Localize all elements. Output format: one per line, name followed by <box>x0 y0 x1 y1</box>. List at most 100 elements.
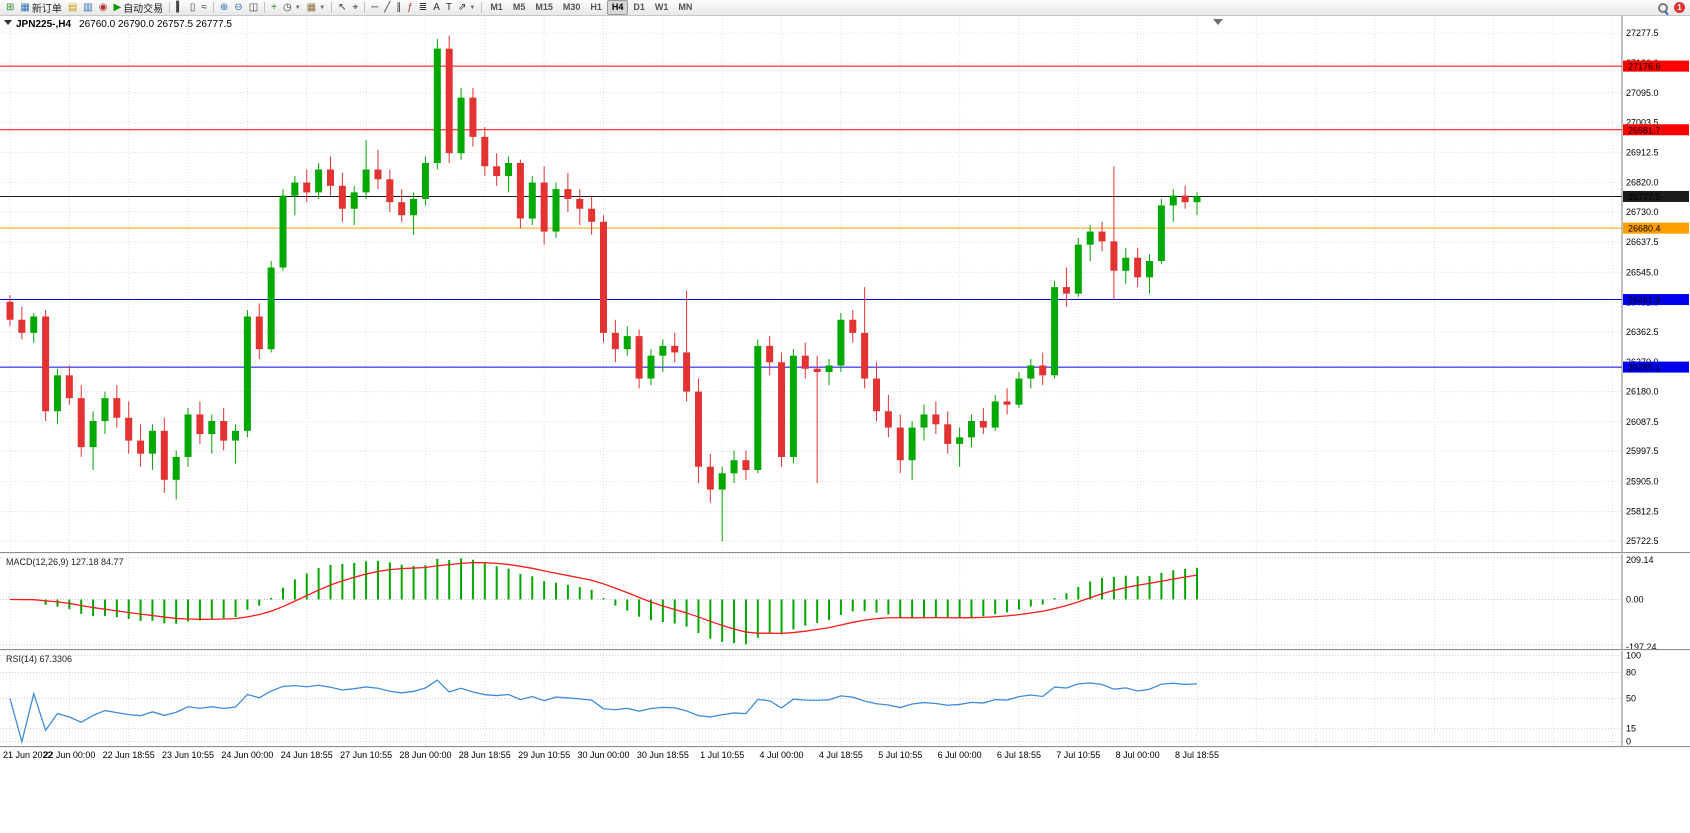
candle-body <box>160 430 168 480</box>
candle-body <box>1181 195 1189 203</box>
periods-icon: ◷ <box>282 1 292 13</box>
arrows-button[interactable]: ⇗ ▼ <box>455 1 478 14</box>
timeframe-h1-button[interactable]: H1 <box>590 2 602 12</box>
line-chart-button[interactable]: ≈ <box>198 1 210 14</box>
equidistant-channel-icon: ∥ <box>396 1 402 13</box>
bar-chart-icon: ▍ <box>176 1 184 13</box>
candle-body <box>956 437 964 444</box>
bar-chart-button[interactable]: ▍ <box>173 1 187 14</box>
price-tick-label: 27095.0 <box>1626 88 1659 98</box>
timeframe-m15-button[interactable]: M15 <box>535 2 553 12</box>
candle-body <box>979 421 987 428</box>
alerts-icon: ◉ <box>98 1 108 13</box>
timeframe-m5-button[interactable]: M5 <box>512 2 526 12</box>
chevron-down-icon: ▼ <box>319 4 326 11</box>
candlestick-chart-button[interactable]: ▯ <box>187 1 199 14</box>
horizontal-line-button[interactable]: ─ <box>368 1 381 14</box>
candle-body <box>718 473 726 490</box>
text-button[interactable]: A <box>430 1 443 14</box>
timeframe-d1-button[interactable]: D1 <box>633 2 645 12</box>
equidistant-channel-button[interactable]: ∥ <box>393 1 404 14</box>
chart-title: JPN225-,H4 26760.0 26790.0 26757.5 26777.… <box>16 19 232 30</box>
price-level-badge <box>1623 124 1689 136</box>
candle-body <box>623 336 631 350</box>
toolbar-separator <box>364 2 366 13</box>
new-order-button[interactable]: ▦ 新订单 <box>17 1 64 16</box>
axis-layer: 27277.527186.027095.027003.526912.526820… <box>0 16 1690 828</box>
notification-badge[interactable]: 1 <box>1674 2 1685 13</box>
timeframe-w1-button[interactable]: W1 <box>654 2 669 12</box>
crosshair-button[interactable]: ⌖ <box>349 1 361 14</box>
candle-body <box>350 192 358 209</box>
candle-body <box>148 430 156 454</box>
candle-body <box>18 319 26 333</box>
price-badge-label: 27176.6 <box>1628 62 1661 72</box>
current-price-badge <box>1623 190 1689 202</box>
timeframe-mn-button[interactable]: MN <box>678 2 693 12</box>
price-level-badge <box>1623 294 1689 306</box>
chart-shift-marker[interactable] <box>1213 19 1223 25</box>
candle-body <box>706 466 714 490</box>
candle-body <box>505 162 513 177</box>
timeframe-m1-button[interactable]: M1 <box>490 2 503 12</box>
text-label-button[interactable]: T <box>443 1 455 14</box>
autotrading-label: 自动交易 <box>123 4 164 15</box>
zoom-in-icon: ⊕ <box>219 1 229 13</box>
candle-body <box>30 316 38 333</box>
candle-body <box>101 398 109 422</box>
candle-body <box>647 355 655 379</box>
price-tick-label: 26087.5 <box>1626 417 1659 427</box>
time-axis-label: 5 Jul 10:55 <box>878 750 922 760</box>
timeframe-h4-button[interactable]: H4 <box>606 0 629 15</box>
candle-body <box>884 411 892 428</box>
candle-body <box>374 169 382 180</box>
candle-body <box>315 169 323 193</box>
trendline-button[interactable]: ╱ <box>381 1 393 14</box>
chart-symbol-period: JPN225-,H4 <box>16 19 71 30</box>
candle-body <box>255 316 263 350</box>
zoom-out-icon: ⊖ <box>234 1 243 13</box>
profiles-icon: ▤ <box>67 1 78 13</box>
candle-body <box>1074 244 1082 294</box>
fibonacci-icon: ƒ <box>407 1 413 13</box>
candle-body <box>873 378 881 412</box>
rsi-line <box>9 679 1198 745</box>
cycle-lines-button[interactable]: ≣ <box>416 1 430 14</box>
fibonacci-button[interactable]: ƒ <box>404 1 416 14</box>
chart-canvas[interactable]: 27277.527186.027095.027003.526912.526820… <box>0 16 1690 828</box>
print-button[interactable]: ▥ <box>80 1 95 14</box>
alerts-button[interactable]: ◉ <box>96 1 111 14</box>
new-chart-button[interactable]: ⊞ <box>3 1 17 14</box>
chevron-down-icon: ▼ <box>469 4 476 11</box>
candle-body <box>659 345 667 356</box>
profiles-button[interactable]: ▤ <box>65 1 80 14</box>
price-tick-label: 26912.5 <box>1626 147 1659 157</box>
time-axis-label: 27 Jun 10:55 <box>340 750 392 760</box>
candle-body <box>825 365 833 373</box>
indicators-button[interactable]: + <box>268 1 280 14</box>
templates-button[interactable]: ▦ ▼ <box>304 1 328 14</box>
candle-body <box>410 198 418 216</box>
candle-body <box>469 97 477 137</box>
candle-body <box>671 345 679 353</box>
candle-body <box>1110 241 1118 271</box>
new-order-icon: ▦ <box>20 1 30 13</box>
search-icon[interactable] <box>1657 2 1669 14</box>
rsi-label: RSI(14) 67.3306 <box>6 654 72 664</box>
autotrading-button[interactable]: ▶ 自动交易 <box>110 1 166 16</box>
candle-body <box>113 398 121 418</box>
price-tick-label: 26730.0 <box>1626 207 1659 217</box>
zoom-out-button[interactable]: ⊖ <box>231 1 245 14</box>
chart-ohlc-values: 26760.0 26790.0 26757.5 26777.5 <box>79 19 232 30</box>
candle-body <box>1086 231 1094 245</box>
periods-button[interactable]: ◷ ▼ <box>280 1 304 14</box>
price-badge-label: 26680.4 <box>1628 224 1661 234</box>
cursor-button[interactable]: ↖ <box>335 1 349 14</box>
one-click-trading-toggle[interactable] <box>4 20 12 25</box>
tile-windows-button[interactable]: ◫ <box>246 1 261 14</box>
candle-body <box>920 414 928 428</box>
candle-body <box>849 319 857 333</box>
timeframe-m30-button[interactable]: M30 <box>562 2 581 12</box>
rsi-tick-label: 15 <box>1626 724 1636 734</box>
zoom-in-button[interactable]: ⊕ <box>217 1 231 14</box>
